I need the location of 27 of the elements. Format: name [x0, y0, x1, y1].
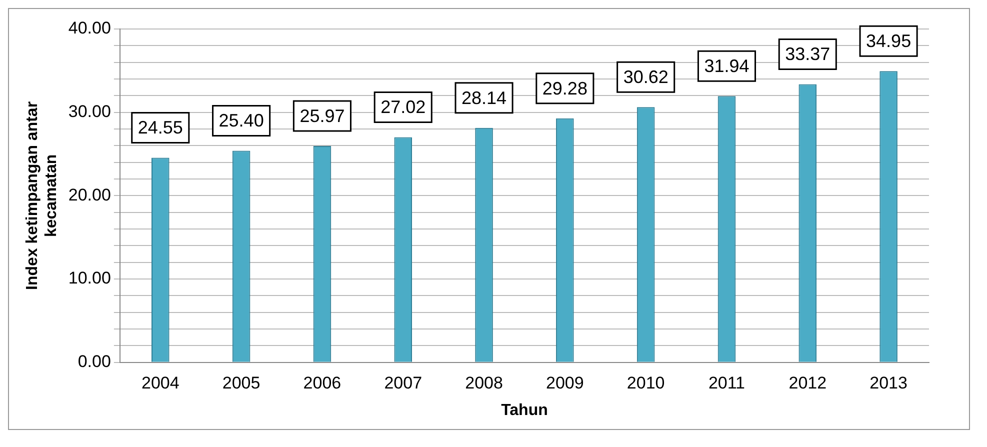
data-label: 25.40 — [218, 110, 264, 131]
x-tick-label: 2010 — [626, 373, 665, 392]
x-tick-label: 2011 — [708, 373, 746, 392]
y-tick-label: 40.00 — [68, 18, 111, 38]
x-tick-label: 2013 — [870, 373, 908, 392]
data-label: 31.94 — [704, 56, 750, 76]
x-axis-title: Tahun — [501, 402, 548, 419]
data-label: 27.02 — [380, 97, 426, 118]
x-tick-label: 2005 — [222, 373, 260, 392]
x-tick-label: 2008 — [465, 373, 503, 392]
y-tick-label: 0.00 — [78, 352, 111, 372]
x-tick-label: 2007 — [384, 373, 422, 392]
data-label: 33.37 — [785, 44, 830, 64]
y-tick-label: 20.00 — [68, 185, 111, 204]
y-axis-title: Index ketimpangan antar kecamatan — [24, 101, 60, 290]
y-tick-label: 30.00 — [68, 102, 111, 122]
data-label: 30.62 — [623, 67, 668, 88]
x-tick-label: 2009 — [546, 373, 584, 392]
y-tick-label: 10.00 — [68, 268, 111, 288]
data-label: 25.97 — [300, 106, 345, 126]
x-tick-label: 2012 — [788, 373, 827, 392]
x-tick-label: 2006 — [303, 373, 342, 392]
data-label: 24.55 — [138, 118, 183, 138]
data-label: 28.14 — [461, 88, 507, 108]
data-label: 34.95 — [866, 31, 912, 52]
data-label: 29.28 — [542, 78, 588, 98]
x-tick-label: 2004 — [141, 373, 180, 392]
